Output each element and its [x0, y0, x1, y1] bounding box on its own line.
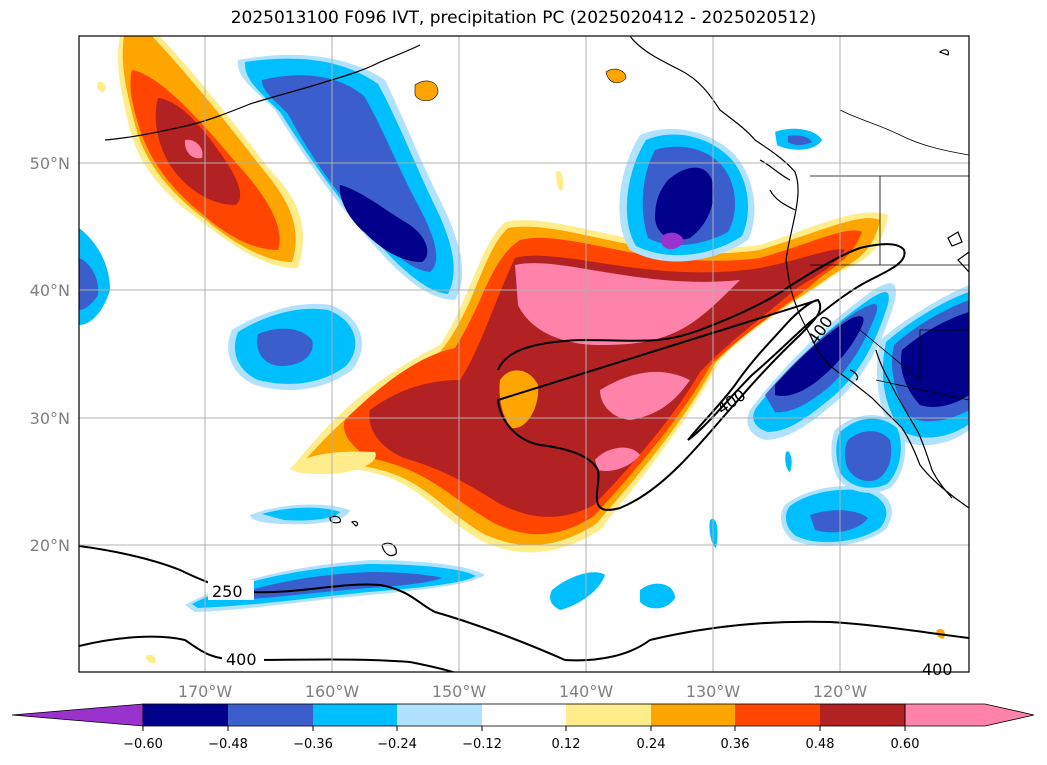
- neg-sliver-2: [785, 451, 792, 472]
- cb-tick-label: 0.60: [891, 737, 920, 752]
- map-frame: [78, 35, 970, 673]
- cb-tick-label: −0.36: [293, 737, 333, 752]
- colorbar-bin: [143, 704, 228, 726]
- lon-tick: 160°W: [305, 682, 360, 701]
- pos-blob-3: [556, 170, 564, 191]
- neg-gulf-purple: [662, 232, 684, 250]
- lon-tick: 120°W: [813, 682, 868, 701]
- neg-bc-small-inner: [788, 135, 812, 145]
- lat-tick: 20°N: [30, 536, 70, 555]
- colorbar-bin: [313, 704, 397, 726]
- pos-blob-4: [97, 81, 106, 92]
- neg-mexico-navy: [900, 312, 969, 407]
- neg-south-small-1: [550, 572, 605, 610]
- colorbar-bin: [228, 704, 313, 726]
- island-misc: [947, 231, 963, 247]
- pos-strip-west: [290, 451, 376, 474]
- figure-title: 2025013100 F096 IVT, precipitation PC (2…: [230, 8, 817, 28]
- ivt-label-400-south: 400: [226, 650, 257, 669]
- neg-sliver-1: [709, 518, 718, 548]
- lon-tick: 140°W: [559, 682, 614, 701]
- colorbar: −0.60 −0.48 −0.36 −0.24 −0.12 0.12 0.24 …: [11, 703, 1035, 752]
- label-bg-400-south: [222, 648, 264, 668]
- colorbar-bin: [651, 704, 735, 726]
- neg-calif-navy: [775, 316, 864, 396]
- pos-blob-5: [145, 654, 156, 664]
- cb-tick-label: −0.12: [462, 737, 502, 752]
- cb-tick-label: 0.12: [552, 737, 581, 752]
- pos-anomaly-darkred: [369, 249, 845, 517]
- pos-aleutian-pink: [184, 139, 203, 159]
- neg-west-edge-inner: [79, 258, 99, 310]
- pos-anomaly-pink-2: [600, 371, 690, 420]
- lon-tick: 150°W: [432, 682, 487, 701]
- lon-tick: 130°W: [686, 682, 741, 701]
- lon-tick: 170°W: [178, 682, 233, 701]
- lat-tick: 30°N: [30, 409, 70, 428]
- us-border-1: [810, 175, 969, 401]
- island-nw: [938, 49, 950, 56]
- colorbar-bin: [820, 704, 905, 726]
- colorbar-bin: [482, 704, 566, 726]
- pos-anomaly-pink-3: [595, 447, 640, 472]
- cb-tick-label: −0.48: [208, 737, 248, 752]
- neg-sw-cal-blue: [844, 431, 892, 482]
- pos-anomaly-pink: [515, 263, 740, 345]
- neg-south-blue: [810, 510, 868, 533]
- cb-tick-label: 0.36: [721, 737, 750, 752]
- graticule: [79, 36, 969, 672]
- island-se-alaska: [759, 159, 796, 211]
- lat-tick: 50°N: [30, 154, 70, 173]
- neg-midpac-blue: [257, 328, 313, 366]
- label-bg-250: [208, 580, 254, 600]
- colorbar-bin: [566, 704, 651, 726]
- island-misc-2: [957, 251, 969, 273]
- colorbar-bin: [735, 704, 820, 726]
- lat-tick: 40°N: [30, 281, 70, 300]
- ivt-400-ar: [496, 243, 906, 511]
- hawaii-2: [381, 542, 397, 557]
- lat-tick-labels: 50°N 40°N 30°N 20°N: [30, 154, 70, 555]
- precipitation-pc-field: [79, 36, 969, 664]
- coast-cal-channel: [849, 369, 859, 381]
- aleutian-chain: [104, 44, 421, 141]
- colorbar-min-arrow: [11, 703, 144, 727]
- ivt-label-250: 250: [212, 582, 243, 601]
- neg-gulf-navy: [655, 167, 714, 240]
- canada-inland: [839, 109, 969, 156]
- cb-tick-label: 0.24: [637, 737, 666, 752]
- neg-south-small-2: [640, 583, 675, 609]
- hawaii-1: [329, 515, 341, 524]
- hawaii-3: [350, 520, 359, 527]
- lon-tick-labels: 170°W 160°W 150°W 140°W 130°W 120°W: [178, 682, 868, 701]
- cb-tick-label: −0.60: [123, 737, 163, 752]
- neg-aleutian-navy: [339, 185, 428, 262]
- colorbar-bin: [397, 704, 482, 726]
- pos-blob-1: [414, 80, 439, 101]
- baja-coast: [875, 349, 953, 499]
- ivt-label-400-se: 400: [922, 660, 953, 679]
- pos-blob-2: [605, 68, 627, 84]
- colorbar-outline: [142, 703, 906, 727]
- colorbar-max-arrow: [904, 703, 1035, 727]
- neg-hawaii-strip-inner: [262, 507, 340, 521]
- cb-tick-label: −0.24: [377, 737, 417, 752]
- cb-tick-label: 0.48: [806, 737, 835, 752]
- pos-anomaly-orange-hole: [499, 370, 539, 429]
